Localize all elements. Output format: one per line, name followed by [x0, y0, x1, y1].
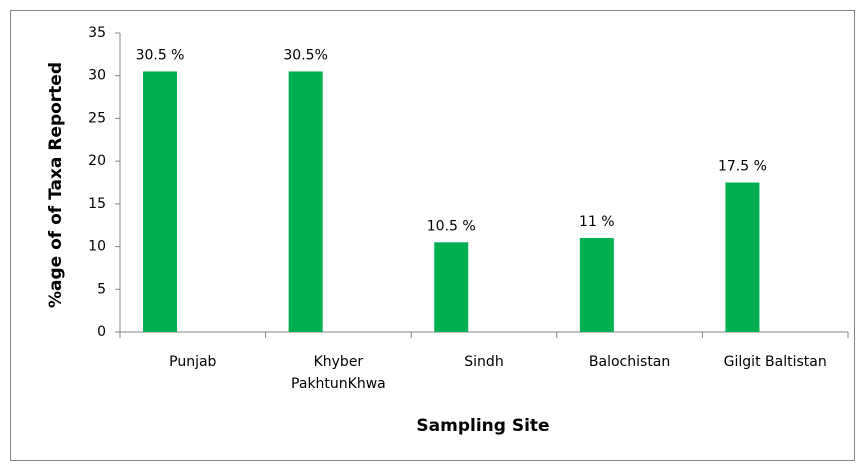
y-tick-label: 0 [97, 324, 106, 340]
y-tick-label: 10 [88, 239, 106, 255]
data-label: 17.5 % [718, 159, 767, 175]
data-label: 10.5 % [427, 218, 476, 234]
bar [725, 182, 760, 332]
y-tick-label: 20 [88, 153, 106, 169]
bar [143, 71, 178, 332]
bar [434, 242, 469, 332]
bar [288, 71, 323, 332]
y-tick-label: 30 [88, 68, 106, 84]
x-tick-label: Balochistan [589, 354, 670, 370]
y-tick-label: 15 [88, 196, 106, 212]
bar [579, 238, 614, 332]
data-label: 30.5% [283, 47, 327, 63]
x-tick-label: Khyber PakhtunKhwa [291, 354, 386, 392]
y-tick-label: 25 [88, 110, 106, 126]
x-tick-label: Sindh [464, 354, 503, 370]
x-tick-label: Gilgit Baltistan [724, 354, 827, 370]
y-tick-label: 35 [88, 25, 106, 41]
y-tick-label: 5 [97, 281, 106, 297]
y-axis-label: %age of of Taxa Reported [46, 62, 66, 308]
x-axis-label: Sampling Site [416, 416, 549, 436]
data-label: 30.5 % [136, 47, 185, 63]
data-label: 11 % [579, 214, 615, 230]
x-tick-label: Punjab [169, 354, 216, 370]
